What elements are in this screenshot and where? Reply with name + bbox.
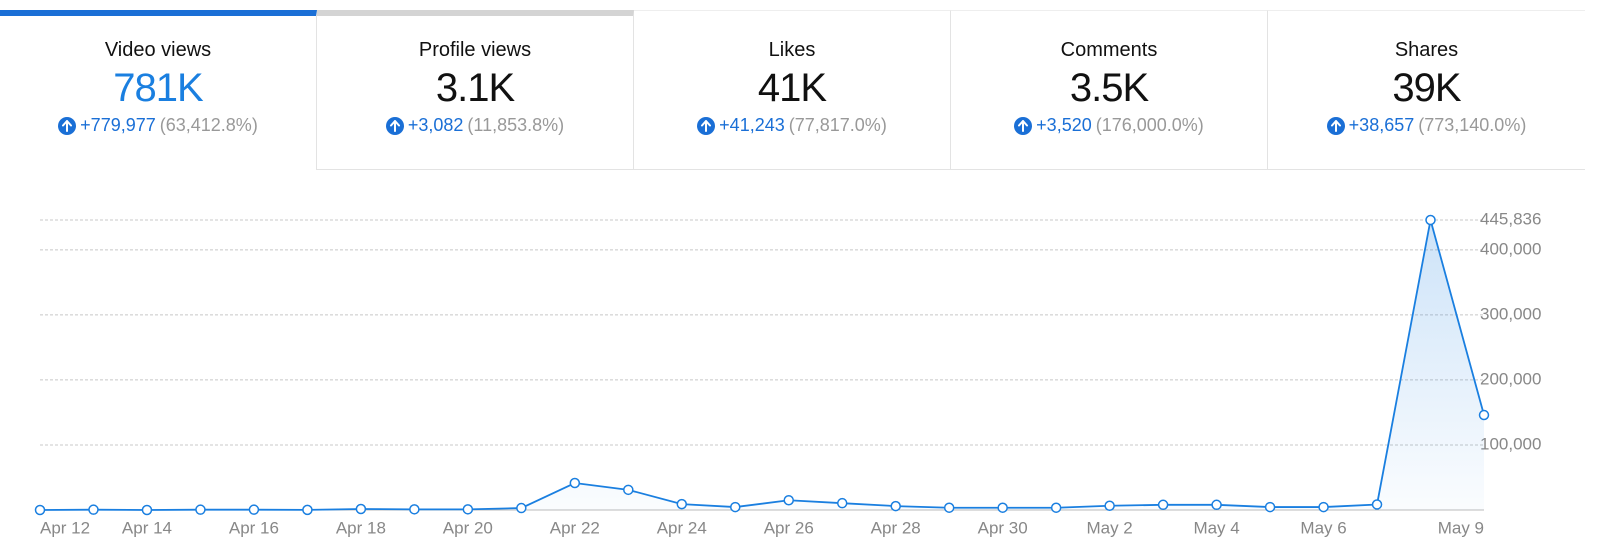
y-tick-label: 200,000 (1480, 369, 1541, 388)
y-tick-label: 400,000 (1480, 239, 1541, 258)
point (409, 504, 420, 515)
up-icon (1014, 116, 1033, 135)
x-tick-label: May 9 (1438, 518, 1484, 537)
up-icon (58, 116, 77, 135)
point (1050, 502, 1062, 513)
point (34, 504, 46, 516)
up-icon (697, 116, 716, 135)
x-tick-label: May 2 (1086, 518, 1132, 537)
x-tick-label: Apr 16 (229, 518, 279, 537)
change-amount: +779,977 (80, 115, 156, 135)
point (730, 501, 741, 513)
change-percent: (176,000.0%) (1095, 115, 1204, 135)
y-tick-label: 100,000 (1480, 434, 1541, 453)
point (1478, 409, 1490, 421)
up-arrow (697, 116, 716, 135)
metric-change: +38,657 (773,140.0%) (1268, 115, 1585, 136)
point (195, 504, 206, 515)
x-tick-label: Apr 28 (871, 518, 921, 537)
metric-tab[interactable]: Likes 41K +41,243 (77,817.0%) (634, 10, 951, 170)
change-percent: (11,853.8%) (467, 115, 565, 135)
area (40, 220, 1484, 510)
metric-value: 3.5K (1069, 66, 1149, 110)
x-tick-label: Apr 26 (764, 518, 814, 537)
metric-title: Comments (1060, 39, 1158, 61)
metric-value: 41K (757, 66, 827, 110)
point (141, 504, 153, 516)
point (516, 502, 527, 514)
point (836, 497, 848, 509)
y-tick-label: 300,000 (1480, 304, 1541, 323)
up-icon (385, 116, 404, 135)
point (248, 504, 260, 515)
metric-tab[interactable]: Video views 781K +779,977 (63,412.8%) (0, 10, 317, 170)
x-tick-label: May 4 (1193, 518, 1239, 537)
metric-title: Likes (768, 39, 816, 61)
x-tick-label: Apr 12 (40, 518, 90, 537)
metric-tab[interactable]: Shares 39K +38,657 (773,140.0%) (1268, 10, 1585, 170)
y-tick-label: 445,836 (1480, 209, 1541, 228)
metric-change: +41,243 (77,817.0%) (634, 115, 950, 136)
point (1371, 499, 1383, 510)
x-tick-label: May 6 (1300, 518, 1346, 537)
metric-change: +3,082 (11,853.8%) (317, 115, 633, 136)
point (302, 504, 313, 516)
change-percent: (77,817.0%) (788, 115, 887, 135)
point (1425, 214, 1436, 226)
point (355, 503, 367, 515)
point (783, 494, 794, 506)
metric-value: 39K (1392, 66, 1461, 110)
up-icon (1326, 116, 1345, 135)
change-amount: +3,082 (407, 115, 464, 135)
x-tick-label: Apr 22 (550, 518, 600, 537)
point (997, 502, 1008, 513)
point (1157, 499, 1169, 511)
x-tick-label: Apr 20 (443, 518, 493, 537)
point (1211, 499, 1222, 511)
metric-title: Shares (1394, 39, 1459, 61)
point (569, 477, 581, 489)
point (676, 498, 688, 510)
line (39, 219, 1485, 511)
up-arrow (1326, 116, 1345, 135)
point (890, 500, 901, 512)
metric-tab[interactable]: Comments 3.5K +3,520 (176,000.0%) (951, 10, 1268, 170)
change-amount: +41,243 (719, 115, 785, 135)
up-arrow (1014, 116, 1033, 135)
x-tick-label: Apr 30 (978, 518, 1028, 537)
up-arrow (58, 116, 77, 135)
metric-tabs: Video views 781K +779,977 (63,412.8%) Profil… (0, 10, 1585, 170)
metric-title: Profile views (418, 39, 532, 61)
x-tick-label: Apr 18 (336, 518, 386, 537)
change-percent: (63,412.8%) (159, 115, 258, 135)
change-amount: +3,520 (1036, 115, 1092, 135)
change-percent: (773,140.0%) (1418, 115, 1527, 135)
point (623, 484, 634, 496)
metric-change: +779,977 (63,412.8%) (0, 115, 316, 136)
point (1104, 500, 1115, 512)
change-amount: +38,657 (1348, 115, 1415, 135)
point (1318, 501, 1329, 513)
metric-tab[interactable]: Profile views 3.1K +3,082 (11,853.8%) (317, 10, 634, 170)
point (1264, 501, 1276, 513)
metric-value: 781K (113, 66, 203, 110)
point (462, 504, 474, 515)
point (943, 502, 955, 513)
x-tick-label: Apr 24 (657, 518, 707, 537)
point (88, 504, 99, 515)
metric-title: Video views (104, 39, 212, 61)
up-arrow (385, 116, 404, 135)
x-tick-label: Apr 14 (122, 518, 172, 537)
metric-value: 3.1K (435, 66, 515, 110)
metric-change: +3,520 (176,000.0%) (951, 115, 1267, 136)
